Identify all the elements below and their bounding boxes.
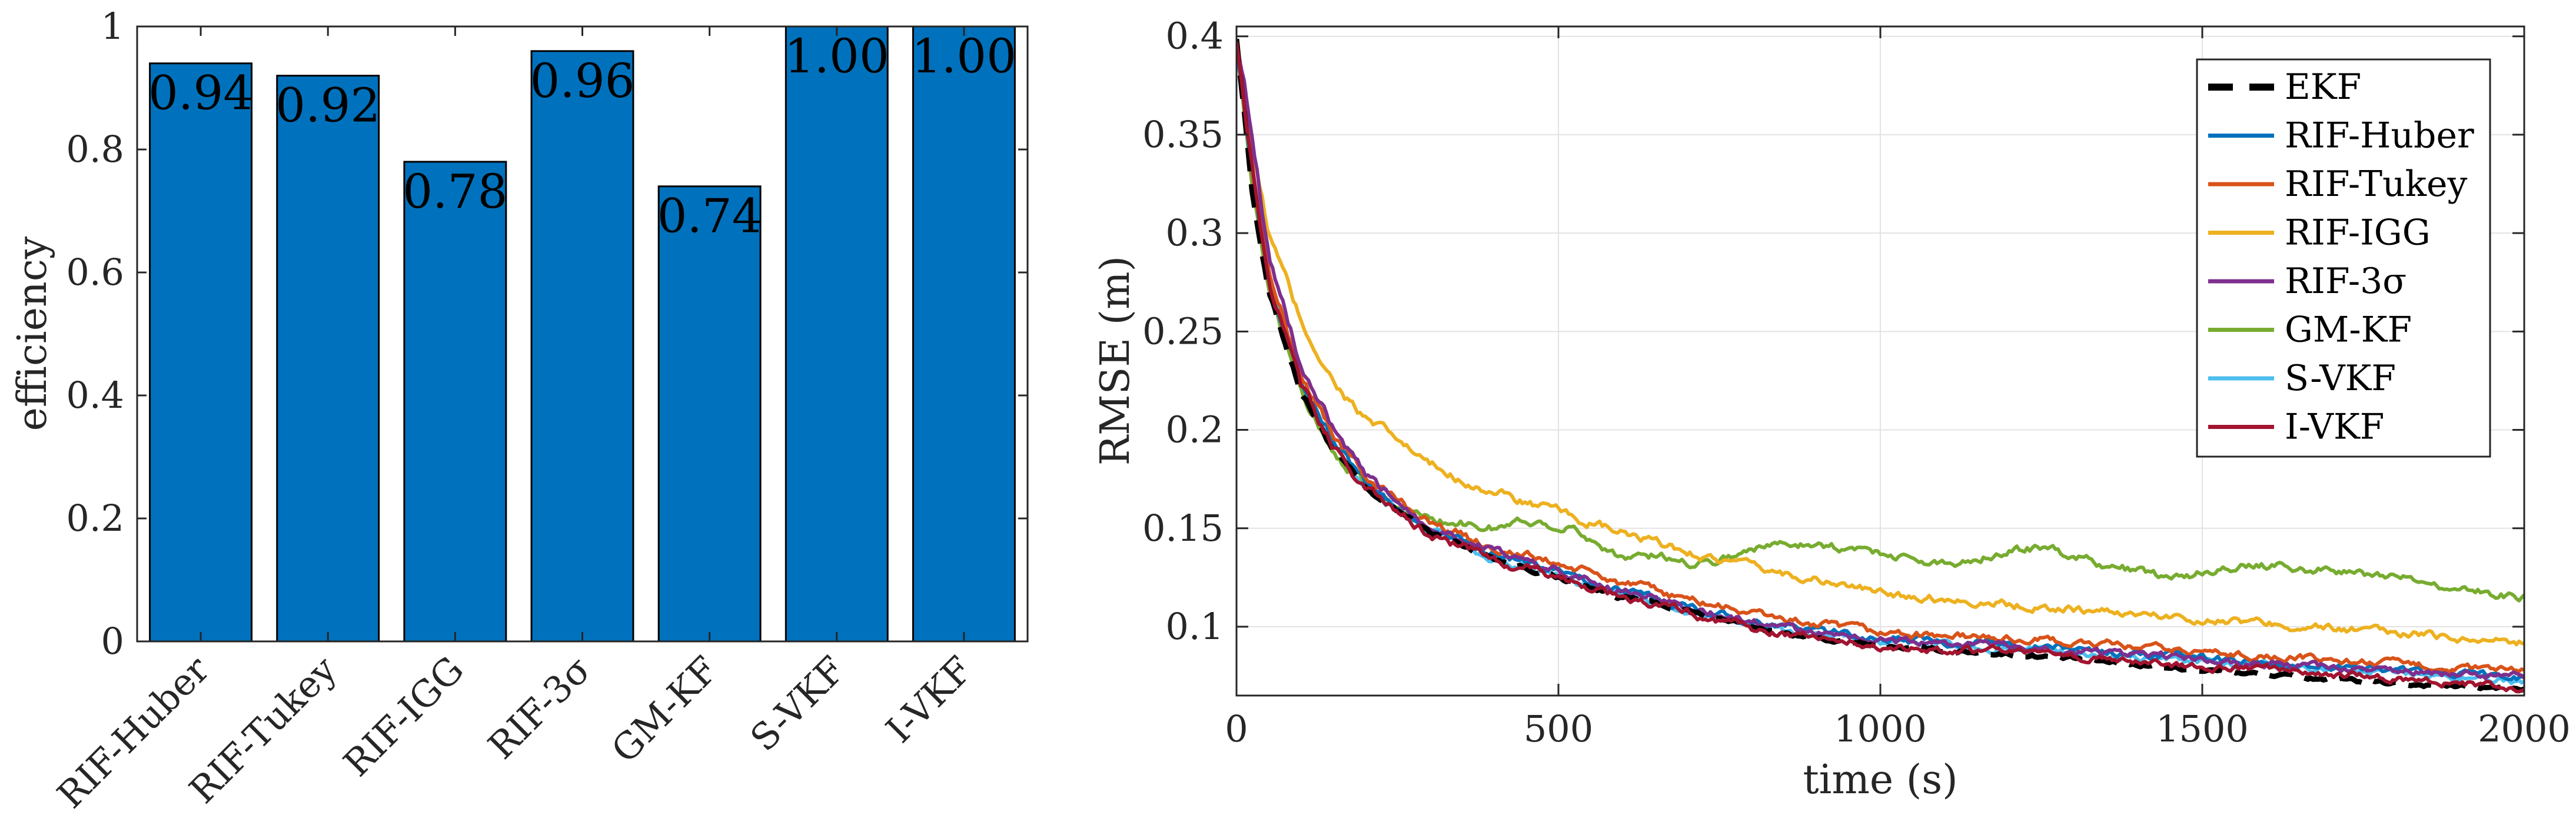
line-y-tick-label-3: 0.25 bbox=[1142, 310, 1224, 352]
bar-y-axis-label: efficiency bbox=[9, 236, 56, 431]
bar-y-tick-label-2: 0.4 bbox=[66, 374, 124, 417]
line-y-axis-label: RMSE (m) bbox=[1092, 256, 1139, 465]
legend-label-2: RIF-Huber bbox=[2285, 115, 2474, 157]
line-y-tick-label-2: 0.2 bbox=[1165, 408, 1224, 451]
series-line-rif-3- bbox=[1237, 41, 2524, 681]
line-x-axis-label: time (s) bbox=[1803, 757, 1957, 803]
legend-label-4: RIF-IGG bbox=[2285, 212, 2431, 254]
legend-label-6: GM-KF bbox=[2285, 310, 2412, 351]
bar-5 bbox=[657, 185, 762, 641]
line-y-tick-label-6: 0.4 bbox=[1165, 15, 1224, 58]
legend-label-5: RIF-3σ bbox=[2285, 261, 2407, 302]
bar-4 bbox=[530, 50, 634, 641]
bar-1 bbox=[149, 62, 253, 641]
bar-3 bbox=[403, 161, 507, 641]
line-x-tick-label-4: 2000 bbox=[2478, 707, 2571, 750]
bar-y-tick-label-4: 0.8 bbox=[66, 128, 124, 171]
series-line-ekf bbox=[1237, 38, 2524, 693]
bar-value-label-6: 1.00 bbox=[785, 29, 889, 84]
line-x-tick-label-1: 500 bbox=[1524, 707, 1593, 750]
rmse-line-chart: 0.1 0.15 0.2 0.25 0.3 0.35 0.4 0 500 1000 1500 200… bbox=[1092, 15, 2571, 803]
bar-category-label-6: S-VKF bbox=[742, 648, 854, 760]
bar-value-label-3: 0.78 bbox=[403, 164, 507, 219]
series-line-i-vkf bbox=[1237, 41, 2524, 694]
bar-value-label-4: 0.96 bbox=[530, 54, 634, 108]
legend-label-1: EKF bbox=[2285, 66, 2361, 108]
bar-y-tick-label-1: 0.2 bbox=[66, 497, 124, 540]
bar-y-tick-label-3: 0.6 bbox=[66, 251, 124, 294]
series-line-rif-igg bbox=[1237, 41, 2524, 647]
bar-6 bbox=[785, 26, 889, 641]
line-x-tick-label-0: 0 bbox=[1225, 707, 1248, 750]
bar-value-label-1: 0.94 bbox=[148, 66, 253, 121]
legend-label-8: I-VKF bbox=[2285, 407, 2384, 448]
bar-category-label-3: RIF-IGG bbox=[335, 648, 472, 785]
line-x-tick-label-2: 1000 bbox=[1834, 707, 1927, 750]
bar-2 bbox=[276, 75, 380, 641]
bar-y-tick-label-0: 0 bbox=[101, 620, 124, 663]
bar-value-label-7: 1.00 bbox=[912, 29, 1016, 84]
bar-category-label-4: RIF-3σ bbox=[480, 648, 599, 767]
legend-label-7: S-VKF bbox=[2285, 358, 2396, 399]
legend-label-3: RIF-Tukey bbox=[2285, 164, 2467, 205]
bar-7 bbox=[912, 26, 1016, 641]
legend-box bbox=[2196, 58, 2491, 458]
bar-value-label-5: 0.74 bbox=[657, 189, 762, 244]
line-y-tick-label-4: 0.3 bbox=[1165, 211, 1224, 254]
line-y-tick-label-0: 0.1 bbox=[1165, 605, 1224, 648]
line-y-tick-label-1: 0.15 bbox=[1142, 507, 1224, 550]
line-x-tick-label-3: 1500 bbox=[2156, 707, 2249, 750]
efficiency-bar-chart: 0.94 0.92 0.78 0.96 0.74 1.00 1.00 0 0.2 0.4 0.6 0… bbox=[9, 5, 1029, 817]
bar-y-tick-label-5: 1 bbox=[101, 5, 124, 48]
legend: EKF RIF-Huber RIF-Tukey RIF-IGG RIF-3σ GM-KF S… bbox=[2196, 58, 2491, 458]
bar-value-label-2: 0.92 bbox=[275, 78, 380, 133]
bar-category-label-5: GM-KF bbox=[603, 648, 727, 771]
line-y-tick-label-5: 0.35 bbox=[1142, 113, 1224, 156]
bar-category-label-7: I-VKF bbox=[877, 648, 980, 751]
series-line-gm-kf bbox=[1237, 41, 2524, 603]
